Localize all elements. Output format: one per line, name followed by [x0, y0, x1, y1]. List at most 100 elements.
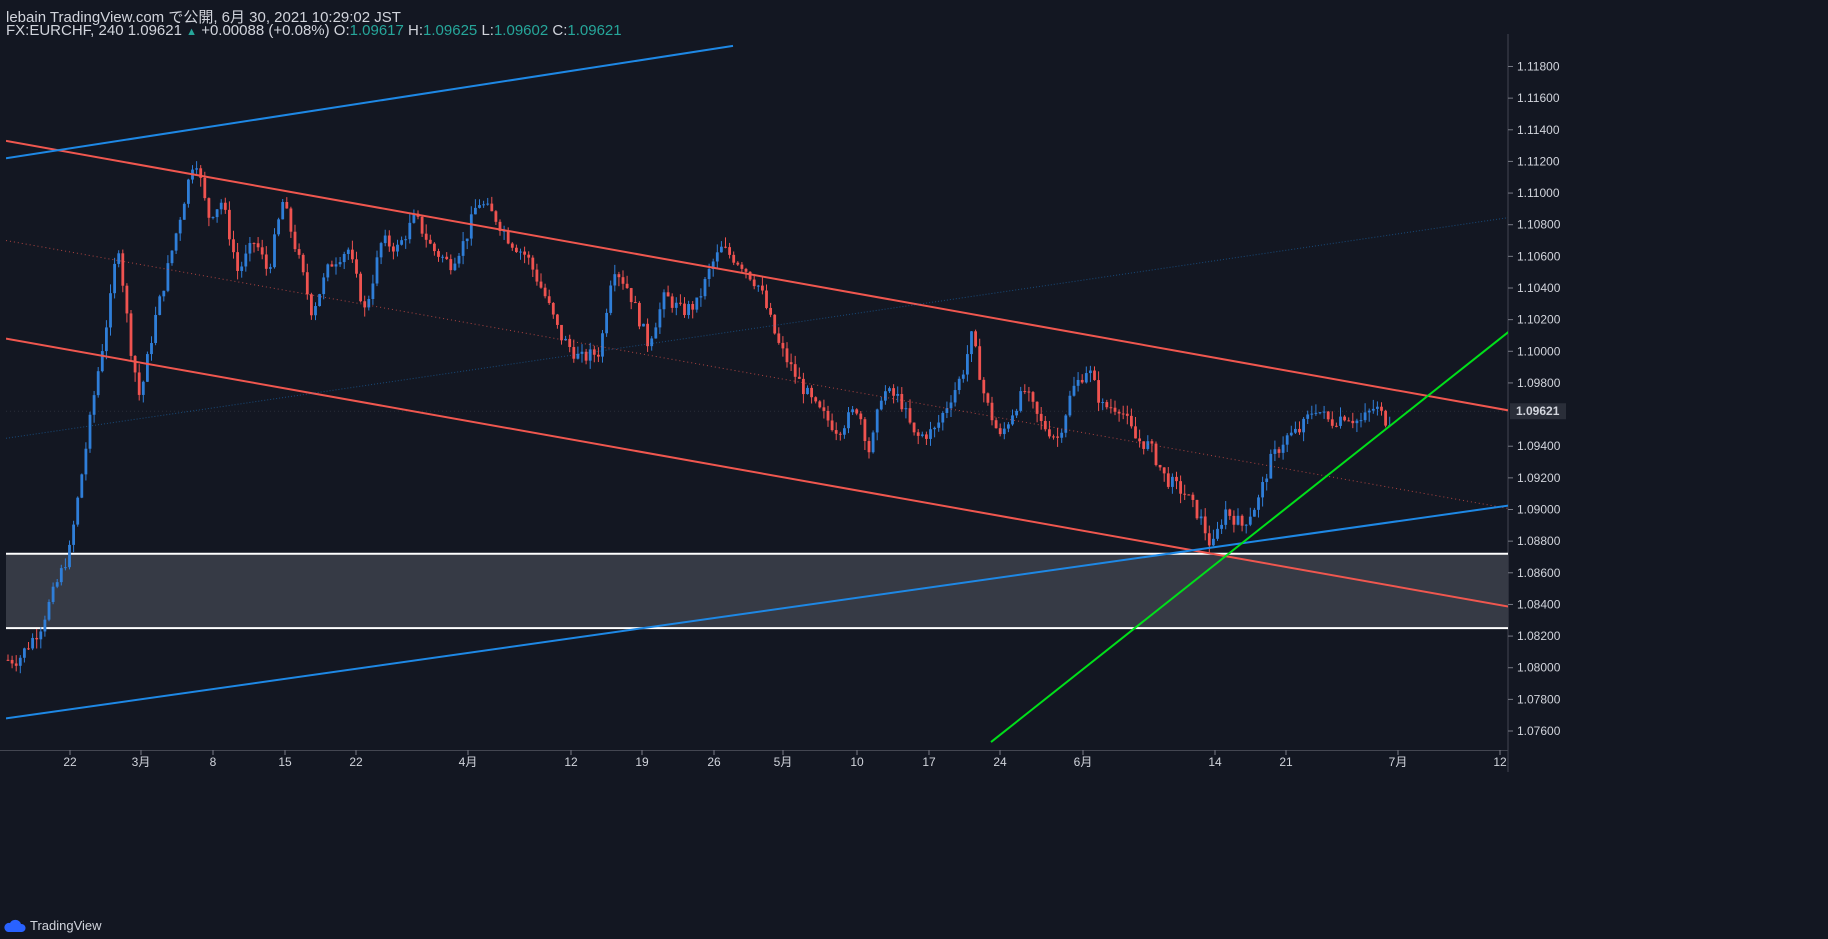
- y-tick-label: 1.11400: [1517, 123, 1560, 137]
- candle-down: [814, 397, 818, 402]
- candle-up: [888, 388, 891, 392]
- x-tick-label: 24: [993, 755, 1007, 769]
- y-tick-label: 1.08600: [1517, 566, 1561, 580]
- candle-down: [1195, 499, 1199, 519]
- candle-down: [1031, 392, 1035, 402]
- candle-down: [802, 378, 805, 395]
- candle-down: [1130, 415, 1133, 427]
- candle-up: [18, 657, 22, 666]
- candle-down: [679, 302, 682, 304]
- x-tick-label: 15: [278, 755, 292, 769]
- candle-up: [461, 241, 465, 256]
- candle-up: [150, 343, 153, 355]
- candle-down: [523, 251, 526, 255]
- candle-up: [1294, 428, 1297, 433]
- candle-up: [178, 219, 182, 234]
- candle-down: [916, 432, 920, 436]
- close-label: C:: [552, 22, 568, 39]
- candle-up: [642, 323, 645, 327]
- candle-down: [424, 233, 428, 240]
- candle-up: [453, 263, 457, 271]
- y-tick-label: 1.09400: [1517, 439, 1561, 453]
- candle-down: [330, 264, 334, 267]
- candle-up: [80, 474, 84, 498]
- brand-label: TradingView: [30, 918, 102, 933]
- candle-down: [1277, 449, 1281, 453]
- candle-up: [687, 304, 690, 316]
- candle-down: [633, 302, 637, 304]
- candle-down: [285, 201, 289, 209]
- candle-down: [998, 428, 1002, 435]
- channel-mid-line: [6, 240, 1508, 509]
- y-tick-label: 1.10600: [1517, 249, 1561, 263]
- candle-up: [871, 432, 875, 453]
- last-price-value: 1.09621: [127, 22, 182, 39]
- candle-up: [1248, 516, 1252, 525]
- candle-up: [966, 354, 969, 375]
- candle-up: [400, 240, 403, 245]
- candle-down: [392, 246, 395, 252]
- candle-down: [986, 393, 990, 403]
- candle-down: [252, 243, 256, 245]
- candle-up: [613, 274, 617, 286]
- last-price-tag: [1510, 403, 1566, 420]
- candle-up: [1371, 408, 1375, 411]
- candle-up: [707, 269, 711, 280]
- tradingview-logo[interactable]: TradingView: [4, 918, 102, 933]
- candle-down: [748, 271, 752, 280]
- candle-up: [1261, 482, 1264, 498]
- candle-down: [822, 407, 826, 411]
- candle-down: [133, 355, 137, 373]
- open-value: 1.09617: [349, 22, 404, 39]
- candle-down: [494, 211, 498, 222]
- candle-down: [420, 216, 424, 234]
- candle-down: [359, 273, 362, 302]
- candle-up: [113, 263, 116, 294]
- candle-down: [1093, 370, 1096, 381]
- channel-lower-line: [6, 337, 1508, 608]
- candle-up: [367, 298, 371, 308]
- candle-down: [1298, 428, 1301, 433]
- candle-up: [1146, 441, 1150, 449]
- candle-down: [761, 285, 764, 291]
- candle-down: [765, 290, 768, 308]
- candle-up: [277, 219, 280, 235]
- candle-up: [1285, 435, 1289, 445]
- candle-down: [515, 247, 518, 252]
- candle-up: [715, 252, 719, 262]
- candle-down: [223, 202, 227, 210]
- candle-down: [203, 177, 207, 199]
- candle-down: [1179, 481, 1182, 494]
- candle-up: [338, 262, 342, 265]
- zone-fill: [6, 553, 1508, 629]
- high-value: 1.09625: [423, 22, 478, 39]
- candle-down: [260, 247, 264, 255]
- candle-up: [1355, 420, 1359, 424]
- candle-down: [387, 235, 391, 247]
- candle-up: [105, 327, 108, 352]
- candle-down: [1232, 515, 1236, 525]
- candle-down: [531, 257, 535, 270]
- candle-down: [646, 323, 649, 347]
- candle-down: [1121, 413, 1125, 415]
- y-tick-label: 1.08200: [1517, 629, 1561, 643]
- candle-up: [1273, 449, 1277, 454]
- candle-up: [92, 395, 96, 415]
- y-tick-label: 1.09800: [1517, 376, 1561, 390]
- candle-up: [342, 253, 346, 263]
- candle-down: [1343, 416, 1346, 421]
- candle-down: [437, 251, 440, 257]
- cloud-icon: [4, 919, 26, 932]
- candle-up: [96, 371, 100, 396]
- candle-down: [1138, 438, 1141, 442]
- candle-down: [818, 401, 822, 408]
- candle-down: [293, 231, 297, 250]
- candle-down: [236, 252, 239, 271]
- candle-up: [174, 233, 178, 251]
- x-tick-label: 12: [564, 755, 578, 769]
- candle-down: [912, 422, 916, 433]
- candle-up: [658, 309, 662, 328]
- candle-up: [519, 251, 522, 253]
- x-tick-label: 17: [922, 755, 936, 769]
